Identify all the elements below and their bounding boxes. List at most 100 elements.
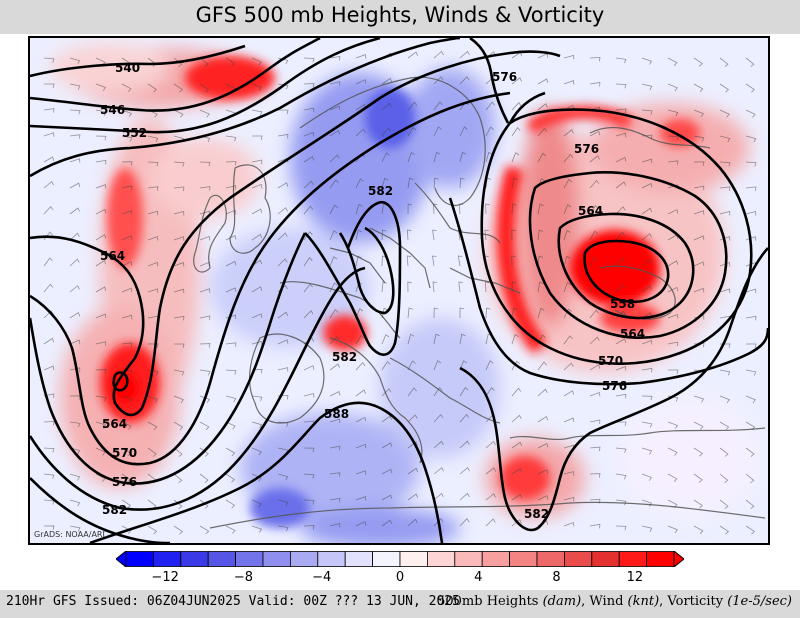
colorbar-cell	[235, 551, 264, 567]
wind-barb	[251, 183, 263, 189]
wind-barb	[719, 447, 729, 457]
wind-barb	[511, 468, 523, 475]
wind-barb	[225, 185, 237, 190]
wind-barb	[173, 109, 184, 118]
wind-barb	[719, 186, 731, 191]
wind-barb	[69, 207, 80, 215]
wind-barb	[199, 261, 211, 267]
colorbar-cell	[536, 551, 565, 567]
wind-barb	[251, 421, 263, 429]
wind-barb	[745, 135, 757, 143]
wind-barb	[459, 151, 467, 163]
heights-label: 500mb Heights	[437, 594, 539, 609]
wind-barb	[511, 493, 523, 501]
wind-barb	[511, 360, 521, 371]
wind-barb	[147, 261, 159, 267]
wind-barb	[485, 387, 495, 397]
wind-barb	[485, 151, 493, 163]
wind-barb	[641, 525, 653, 532]
wind-barb	[537, 203, 544, 215]
wind-barb	[719, 499, 729, 510]
wind-barb	[329, 81, 341, 86]
wind-barb	[277, 258, 288, 267]
wind-barb	[563, 80, 575, 85]
wind-barb	[147, 161, 159, 167]
wind-barb	[667, 447, 678, 456]
wind-barb	[147, 135, 159, 143]
wind-barb	[121, 135, 133, 142]
wind-barb	[589, 309, 600, 319]
wind-label: , Wind	[581, 594, 624, 609]
wind-barb	[329, 282, 338, 293]
wind-barb	[745, 210, 757, 216]
wind-barb	[43, 180, 54, 189]
wind-barb	[563, 308, 572, 319]
contour-label: 540	[115, 61, 140, 75]
wind-barb	[485, 493, 496, 501]
wind-barb	[303, 180, 314, 189]
wind-barb	[511, 229, 516, 241]
wind-barb	[251, 233, 263, 241]
wind-barb	[69, 499, 81, 507]
colorbar-cell	[207, 551, 236, 567]
wind-barb	[121, 161, 133, 166]
wind-barb	[641, 158, 653, 164]
contour-labels: 540 546 552 564 564 570 576 582 582 588 …	[100, 61, 645, 521]
wind-barb	[641, 109, 653, 115]
wind-barb	[667, 260, 679, 267]
contour-ring-558	[557, 212, 695, 320]
wind-barb	[719, 57, 729, 68]
wind-barb	[537, 307, 545, 319]
wind-barb	[719, 395, 730, 404]
wind-barb	[121, 525, 132, 534]
colorbar-max-arrow	[673, 551, 684, 567]
wind-barb	[511, 77, 522, 85]
wind-barb	[511, 333, 519, 345]
wind-barb	[433, 333, 440, 345]
wind-barb	[537, 152, 547, 163]
wind-barb	[589, 498, 601, 504]
wind-barb	[381, 494, 393, 501]
wind-barb	[667, 57, 678, 66]
wind-barb	[589, 130, 601, 137]
wind-barb	[589, 523, 601, 529]
wind-barb	[407, 441, 418, 449]
wind-barb	[173, 210, 185, 216]
wind-barb	[355, 334, 365, 345]
wind-barb	[95, 473, 106, 482]
wind-barb	[173, 421, 184, 431]
wind-barb	[147, 525, 158, 535]
wind-barb	[225, 260, 237, 267]
wind-barbs	[43, 50, 757, 535]
wind-barb	[537, 469, 549, 475]
wind-barb	[589, 155, 600, 163]
contour-label: 564	[620, 327, 645, 341]
wind-barb	[433, 50, 444, 59]
contour-label: 576	[112, 475, 137, 489]
wind-barb	[407, 333, 415, 345]
wind-barb	[95, 208, 107, 215]
wind-barb	[537, 229, 544, 241]
wind-barb	[251, 395, 263, 402]
wind-barb	[511, 414, 522, 423]
wind-barb	[407, 51, 418, 59]
wind-barb	[147, 395, 159, 404]
wind-barb	[693, 499, 703, 509]
wind-barb	[484, 281, 490, 293]
wind-barb	[173, 83, 183, 93]
wind-barb	[433, 101, 443, 111]
wind-barb	[693, 57, 703, 67]
wind-barb	[641, 499, 653, 507]
contour-label: 570	[598, 354, 623, 368]
wind-barb	[485, 360, 494, 371]
wind-barb	[641, 182, 653, 189]
wind-barb	[225, 421, 236, 430]
contour-576-top	[469, 38, 510, 124]
wind-barb	[693, 161, 705, 166]
wind-barb	[485, 518, 496, 527]
contour-label: 552	[122, 126, 147, 140]
wind-barb	[121, 83, 132, 92]
wind-barb	[511, 387, 522, 397]
wind-barb	[615, 257, 626, 267]
wind-barb	[147, 235, 159, 241]
